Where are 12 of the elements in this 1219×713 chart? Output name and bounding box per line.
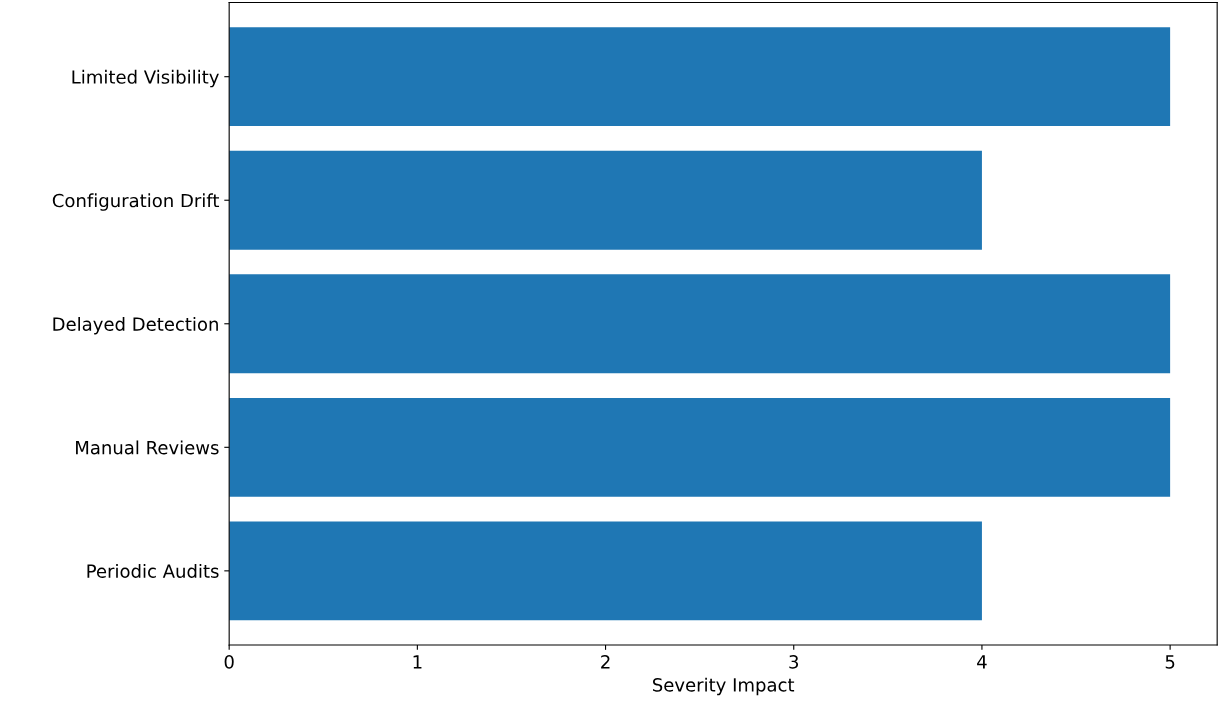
y-tick-label: Limited Visibility	[72, 69, 219, 88]
x-tick-label: 1	[413, 655, 422, 669]
y-tick-label: Periodic Audits	[87, 564, 219, 578]
x-axis-title: Severity Impact	[652, 677, 795, 696]
y-tick-label: Manual Reviews	[76, 440, 219, 455]
y-tick-label: Delayed Detection	[53, 316, 218, 335]
x-tick-label: 2	[601, 655, 610, 669]
x-tick-label: 0	[224, 655, 234, 669]
x-tick-label: 3	[789, 655, 799, 669]
y-tick-label: Configuration Drift	[52, 193, 220, 211]
x-tick-label: 5	[1165, 655, 1175, 669]
x-tick-label: 4	[977, 655, 987, 669]
